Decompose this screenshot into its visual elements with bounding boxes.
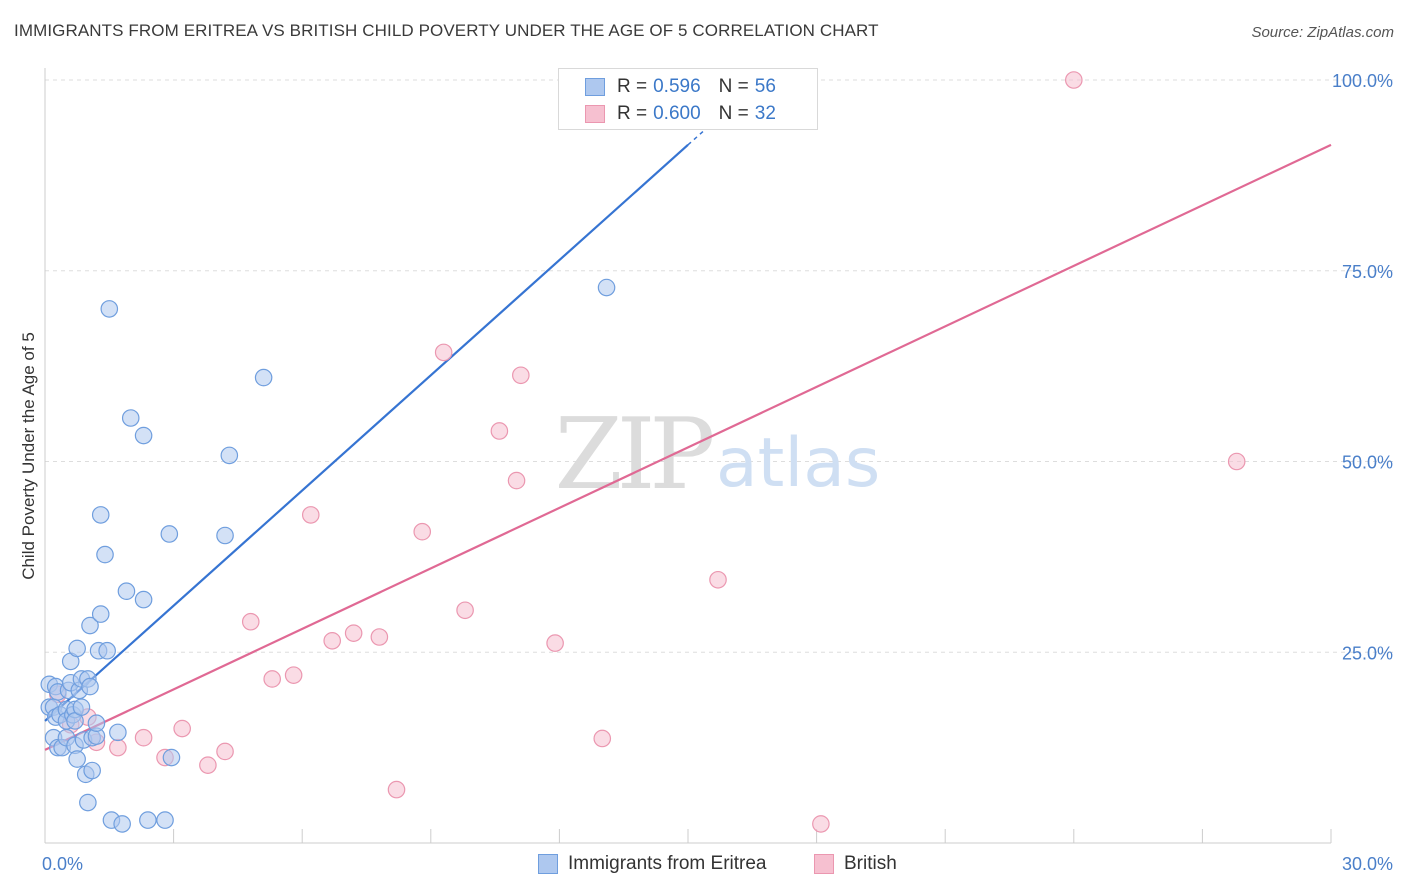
trend-line-extension-eritrea: [687, 106, 732, 146]
bottom-legend-swatch-eritrea: [538, 854, 558, 874]
british-point: [323, 632, 342, 650]
gridlines: [45, 79, 1394, 653]
eritrea-point: [68, 639, 86, 658]
eritrea-point: [87, 714, 106, 733]
legend-swatch-eritrea: [585, 78, 605, 96]
eritrea-point: [91, 605, 110, 623]
british-point: [284, 666, 303, 684]
chart-source: Source: ZipAtlas.com: [1251, 24, 1394, 41]
eritrea-point: [98, 641, 116, 660]
legend-swatch-british: [585, 105, 605, 123]
british-point: [241, 612, 260, 631]
british-point: [263, 670, 281, 688]
legend-n-value: 32: [754, 103, 776, 124]
british-point: [173, 719, 191, 738]
legend-r-label: R =: [617, 76, 648, 97]
data-points: [40, 71, 1246, 833]
british-point: [434, 343, 453, 362]
eritrea-point: [160, 525, 179, 543]
trend-line-british: [44, 143, 1332, 751]
eritrea-point: [121, 409, 140, 427]
british-point: [812, 815, 830, 833]
british-point: [512, 366, 530, 385]
eritrea-point: [81, 616, 99, 635]
eritrea-point: [162, 748, 181, 767]
bottom-legend-british: British: [814, 852, 897, 876]
eritrea-point: [100, 300, 119, 318]
eritrea-point: [79, 793, 97, 812]
british-point: [109, 738, 127, 757]
legend-row-eritrea: R = 0.596 N = 56: [585, 76, 776, 98]
legend-n-label: N =: [718, 76, 749, 97]
legend-n-label: N =: [718, 103, 749, 124]
eritrea-point: [109, 723, 127, 742]
british-point: [546, 634, 564, 652]
legend-row-british: R = 0.600 N = 32: [585, 103, 776, 125]
y-axis-label: Child Poverty Under the Age of 5: [19, 332, 38, 580]
y-tick-label: 50.0%: [1342, 453, 1393, 473]
eritrea-point: [597, 278, 616, 297]
british-point: [216, 742, 234, 761]
british-point: [456, 601, 474, 620]
british-point: [199, 756, 217, 774]
trend-lines: [44, 106, 1332, 751]
legend-n-value: 56: [754, 76, 776, 97]
tick-labels: 25.0% 50.0% 75.0% 100.0% 0.0% 30.0%: [42, 71, 1393, 874]
legend-r-value: 0.596: [653, 76, 701, 97]
british-point: [134, 728, 153, 747]
british-point: [490, 422, 509, 440]
eritrea-point: [83, 761, 101, 780]
eritrea-point: [117, 582, 136, 601]
british-point: [344, 624, 363, 642]
eritrea-point: [254, 368, 273, 387]
eritrea-point: [72, 698, 91, 716]
british-point: [507, 471, 526, 490]
legend-r-label: R =: [617, 103, 648, 124]
trend-line-eritrea: [44, 144, 689, 722]
eritrea-point: [134, 426, 153, 445]
bottom-legend-eritrea: Immigrants from Eritrea: [538, 852, 766, 876]
eritrea-point: [81, 677, 99, 696]
british-point: [413, 522, 432, 541]
y-tick-label: 25.0%: [1342, 643, 1393, 663]
british-point: [1065, 71, 1083, 89]
eritrea-point: [156, 811, 174, 829]
bottom-legend-label-eritrea: Immigrants from Eritrea: [568, 853, 767, 874]
eritrea-point: [96, 545, 114, 564]
legend: R = 0.596 N = 56 R = 0.600 N = 32: [558, 68, 818, 130]
legend-r-value: 0.600: [653, 103, 701, 124]
x-tick-label: 30.0%: [1342, 854, 1393, 874]
watermark: ZIP atlas: [555, 398, 881, 512]
british-point: [370, 628, 389, 646]
eritrea-point: [139, 811, 157, 829]
british-point: [301, 506, 320, 524]
y-tick-label: 75.0%: [1342, 262, 1393, 282]
eritrea-point: [91, 506, 110, 524]
y-tick-label: 100.0%: [1332, 71, 1393, 91]
british-point: [387, 780, 406, 799]
bottom-legend-swatch-british: [814, 854, 834, 874]
british-point: [1227, 452, 1246, 471]
bottom-legend-label-british: British: [844, 853, 897, 874]
british-point: [593, 729, 612, 748]
british-point: [709, 570, 727, 589]
eritrea-point: [113, 815, 131, 833]
watermark-zip: ZIP: [555, 398, 713, 512]
eritrea-point: [134, 590, 153, 609]
watermark-atlas: atlas: [716, 424, 880, 503]
chart-title: IMMIGRANTS FROM ERITREA VS BRITISH CHILD…: [14, 21, 879, 40]
x-tick-label: 0.0%: [42, 854, 83, 874]
eritrea-point: [220, 446, 239, 465]
eritrea-point: [68, 750, 86, 768]
eritrea-point: [216, 526, 234, 545]
